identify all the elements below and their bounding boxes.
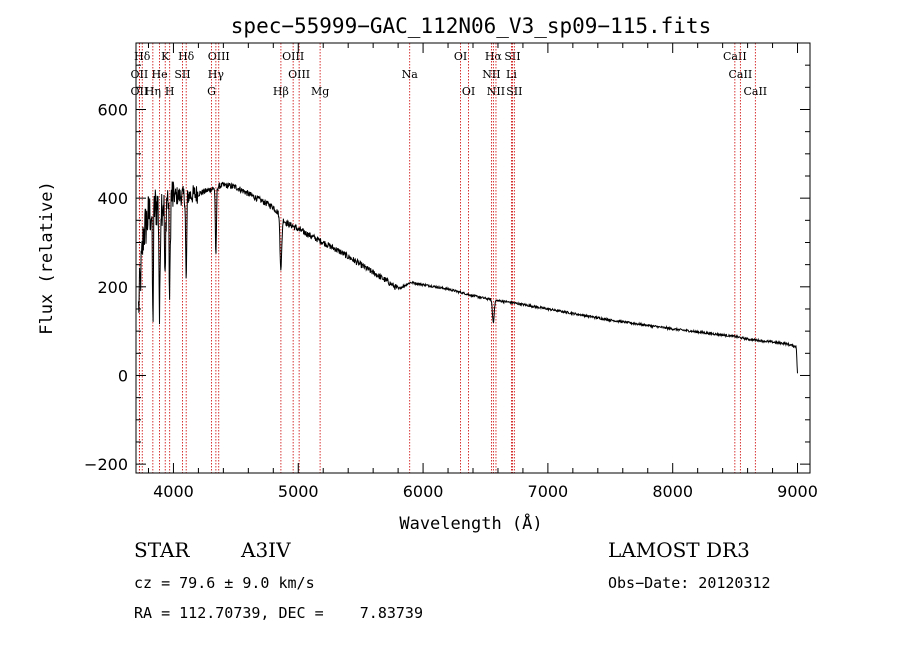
spectral-line-label: OIII (282, 50, 304, 63)
spectral-line-label: Hη (145, 85, 161, 98)
y-tick-label: 0 (118, 366, 128, 385)
spectral-line-label: Hδ (178, 50, 195, 63)
spectral-line-label: Na (402, 68, 419, 81)
spectral-line-label: SII (174, 68, 190, 81)
spectral-line-label: He (152, 68, 168, 81)
coordinates: RA = 112.70739, DEC = 7.83739 (134, 604, 423, 622)
chart-title: spec−55999−GAC_112N06_V3_sp09−115.fits (231, 14, 711, 38)
spectral-line-label: Hβ (273, 85, 289, 98)
x-tick-label: 4000 (153, 482, 194, 501)
object-subclass: A3IV (241, 538, 291, 562)
spectral-line-label: OI (454, 50, 467, 63)
plot-frame (135, 42, 811, 474)
x-tick-label: 6000 (403, 482, 444, 501)
spectrum-line (138, 181, 798, 374)
survey-name: LAMOST DR3 (608, 538, 750, 562)
spectral-line-label: H (165, 85, 175, 98)
spectral-line-label: OIII (208, 50, 230, 63)
spectral-line-label: CaII (729, 68, 753, 81)
redshift-cz: cz = 79.6 ± 9.0 km/s (134, 574, 315, 592)
spectral-line-label: SII (504, 50, 520, 63)
spectral-line-label: CaII (723, 50, 747, 63)
spectral-line-label: Hα (485, 50, 503, 63)
spectral-line-label: OIII (288, 68, 310, 81)
axis-ticks: 4000 5000 6000 7000 8000 9000 −200 0 200 400 600 (84, 43, 818, 501)
spectral-line-label: OI (462, 85, 475, 98)
y-axis-label: Flux (relative) (37, 181, 57, 335)
spectral-line-label: NII (487, 85, 505, 98)
spectral-line-label: G (207, 85, 216, 98)
x-axis-label: Wavelength (Å) (399, 512, 542, 534)
spectral-line-label: SII (506, 85, 522, 98)
y-tick-label: −200 (84, 455, 128, 474)
y-tick-label: 400 (97, 189, 128, 208)
spectral-line-label: K (161, 50, 170, 63)
spectral-line-label: Li (506, 68, 517, 81)
spectral-line-label: Hγ (208, 68, 225, 81)
y-tick-label: 200 (97, 278, 128, 297)
x-tick-label: 7000 (528, 482, 569, 501)
y-tick-label: 600 (97, 100, 128, 119)
x-tick-label: 8000 (652, 482, 693, 501)
spectral-line-label: Mg (311, 85, 329, 98)
spectral-line-label: Hδ (134, 50, 151, 63)
spectral-line-label: NII (482, 68, 500, 81)
object-class: STAR (134, 538, 190, 562)
spectral-line-label: OII (131, 85, 149, 98)
x-tick-label: 5000 (278, 482, 319, 501)
x-tick-label: 9000 (777, 482, 818, 501)
observation-date: Obs−Date: 20120312 (608, 574, 771, 592)
spectral-line-label: CaII (743, 85, 767, 98)
